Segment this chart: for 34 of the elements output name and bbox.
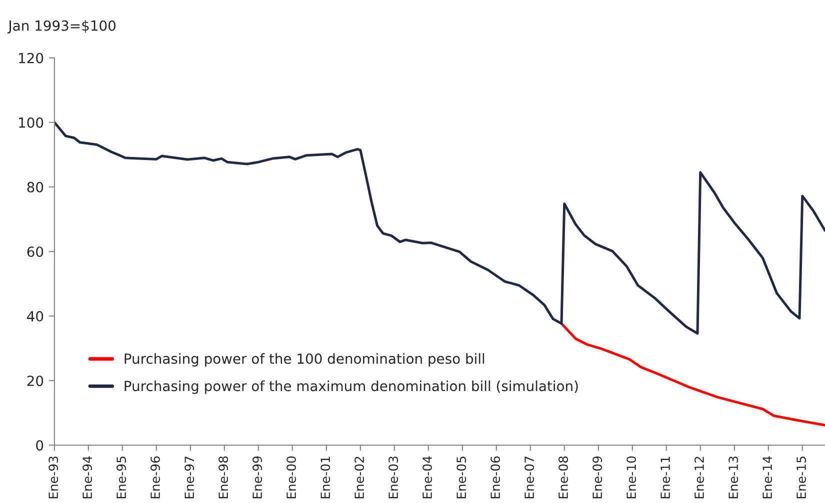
x-tick-label: Ene-00 bbox=[286, 456, 296, 498]
x-tick-label: Ene-04 bbox=[422, 456, 432, 498]
x-tick-label: Ene-10 bbox=[626, 456, 636, 498]
chart-title: Jan 1993=$100 bbox=[8, 20, 116, 34]
line-series bbox=[54, 121, 825, 335]
y-tick-label: 100 bbox=[19, 117, 44, 128]
x-tick-label: Ene-05 bbox=[456, 456, 466, 498]
x-tick-label: Ene-06 bbox=[490, 456, 500, 498]
x-tick-label: Ene-12 bbox=[694, 456, 704, 498]
x-tick-label: Ene-15 bbox=[796, 456, 806, 498]
x-tick-label: Ene-98 bbox=[218, 456, 228, 498]
x-tick-label: Ene-97 bbox=[184, 456, 194, 498]
y-tick-label: 20 bbox=[27, 376, 44, 386]
x-tick-label: Ene-01 bbox=[320, 456, 330, 498]
x-tick-label: Ene-93 bbox=[48, 456, 58, 498]
x-tick-label: Ene-07 bbox=[524, 456, 534, 498]
x-tick-label: Ene-09 bbox=[592, 456, 602, 498]
x-tick-label: Ene-02 bbox=[354, 456, 364, 498]
x-tick-label: Ene-94 bbox=[82, 456, 92, 498]
y-tick-label: 60 bbox=[27, 246, 44, 257]
legend-label: Purchasing power of the 100 denomination peso bill bbox=[124, 353, 484, 367]
x-tick-label: Ene-95 bbox=[116, 456, 126, 498]
x-tick-label: Ene-14 bbox=[762, 456, 772, 498]
y-tick-label: 40 bbox=[27, 311, 44, 322]
y-tick-label: 120 bbox=[19, 52, 44, 64]
y-tick-label: 80 bbox=[27, 182, 44, 192]
x-tick-label: Ene-08 bbox=[558, 456, 568, 498]
x-tick-label: Ene-99 bbox=[252, 456, 262, 498]
legend-label: Purchasing power of the maximum denomination bill (simulation) bbox=[124, 380, 578, 394]
x-tick-label: Ene-03 bbox=[388, 456, 398, 498]
x-tick-label: Ene-11 bbox=[660, 456, 670, 498]
y-tick-label: 0 bbox=[36, 440, 44, 451]
x-tick-label: Ene-96 bbox=[150, 456, 160, 498]
x-tick-label: Ene-13 bbox=[728, 456, 738, 498]
